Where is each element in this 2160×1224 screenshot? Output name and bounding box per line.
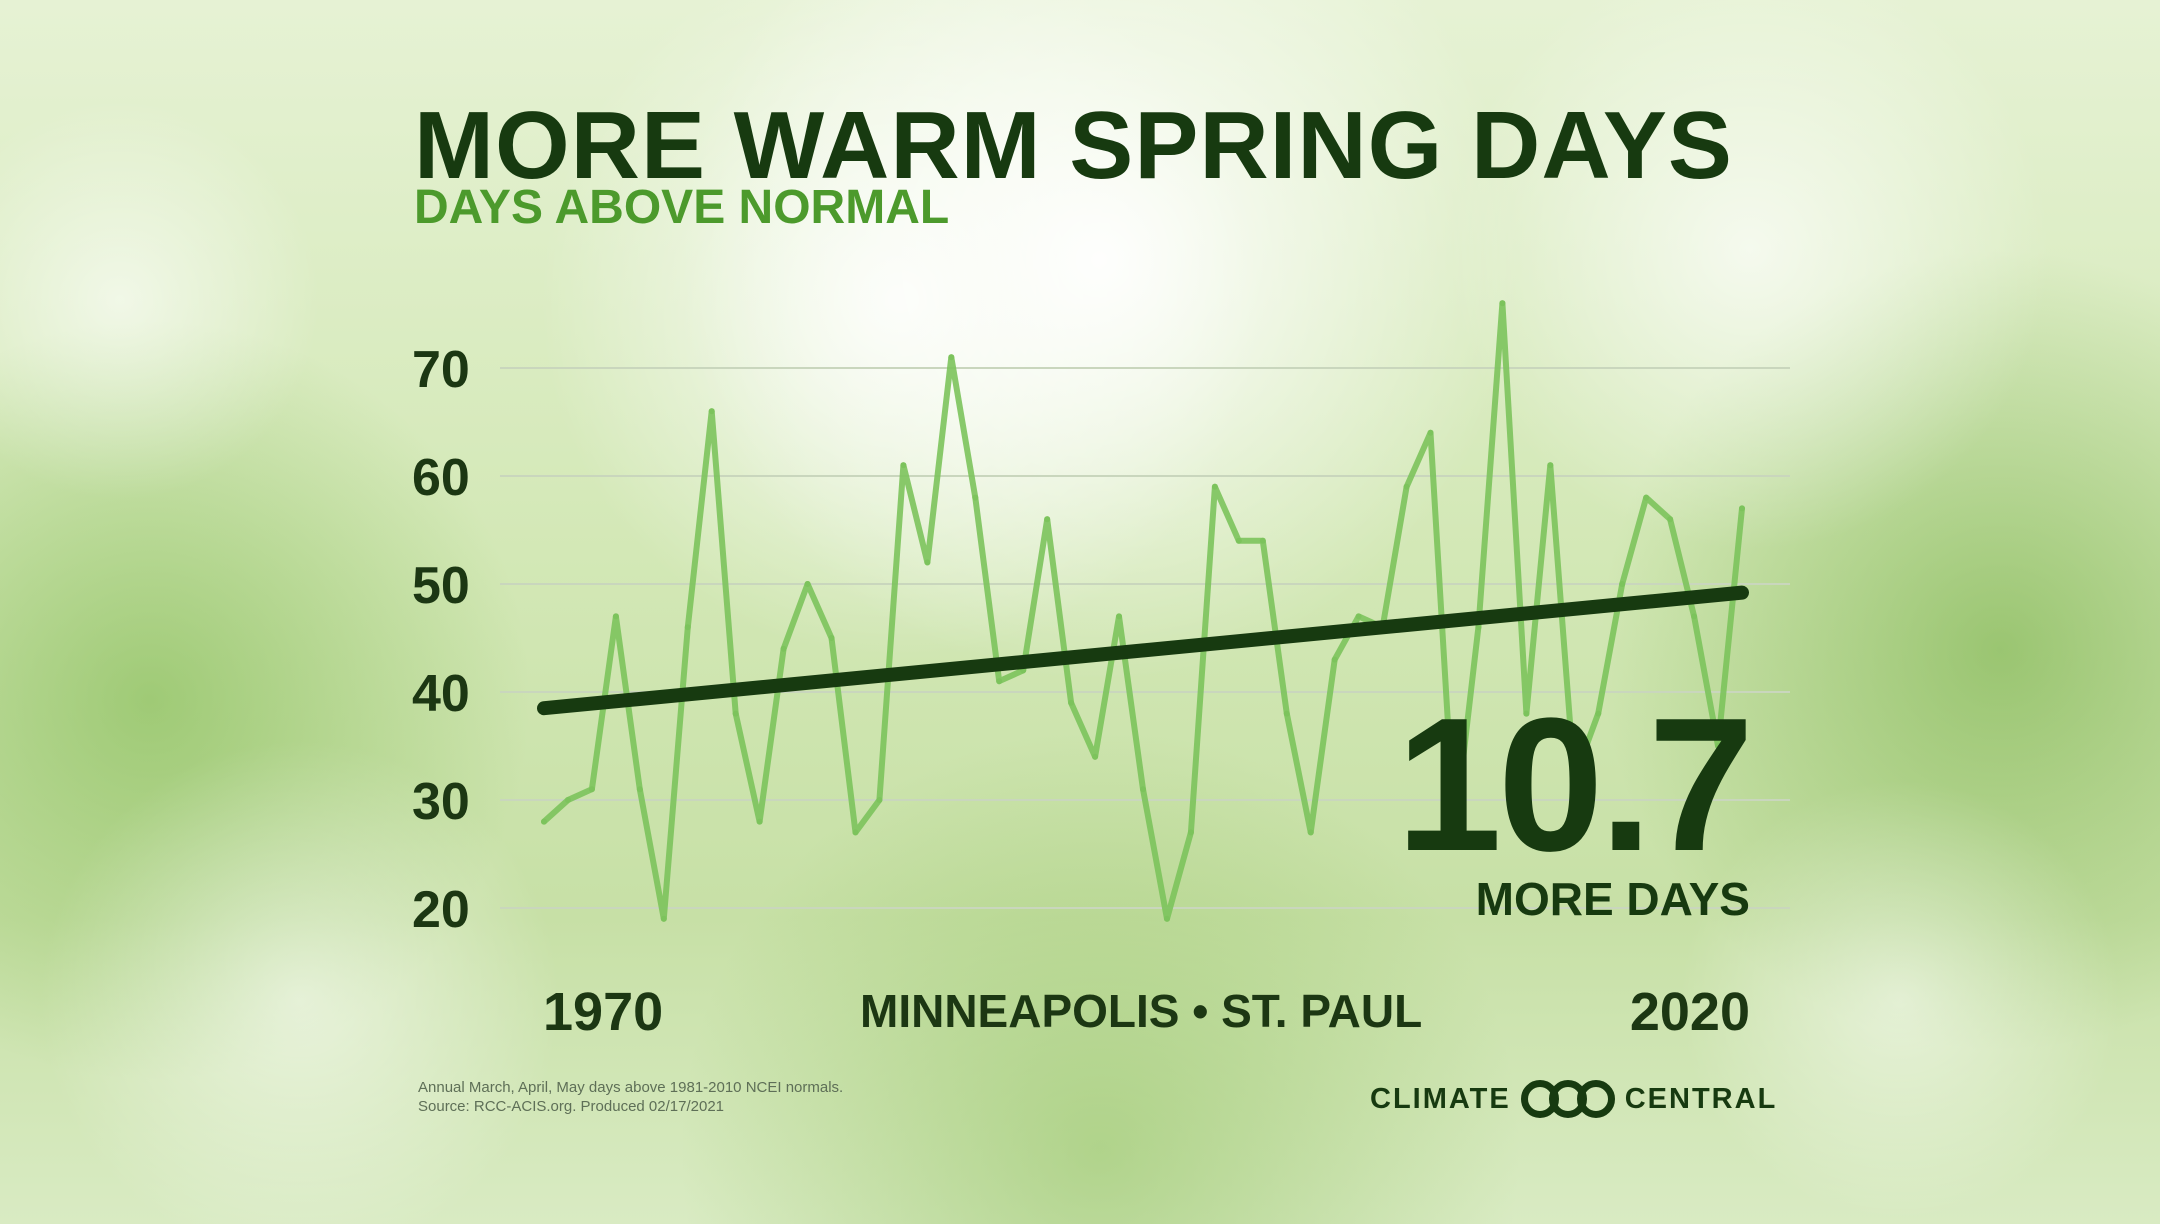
- data-point: [1643, 494, 1650, 501]
- data-point: [1044, 516, 1051, 523]
- data-point: [1140, 786, 1146, 793]
- x-tick-label: 2020: [1630, 982, 1750, 1042]
- data-point: [900, 462, 907, 469]
- x-tick-label: 1970: [543, 982, 663, 1042]
- data-point: [828, 635, 835, 641]
- data-point: [1211, 483, 1218, 490]
- data-point: [1187, 829, 1194, 836]
- y-tick-label: 40: [412, 665, 470, 723]
- data-point: [1307, 829, 1314, 836]
- data-point: [1667, 516, 1674, 523]
- footnote-methodology: Annual March, April, May days above 1981…: [418, 1079, 844, 1096]
- data-point: [1739, 505, 1745, 512]
- data-point: [1475, 624, 1482, 631]
- x-axis-tick-labels: 1970 2020: [543, 982, 1750, 1042]
- data-point: [1163, 915, 1170, 922]
- chart-title: MORE WARM SPRING DAYS: [414, 92, 1733, 199]
- chart-subtitle: DAYS ABOVE NORMAL: [414, 181, 950, 234]
- data-point: [1523, 710, 1530, 717]
- data-point: [1355, 613, 1362, 620]
- y-tick-label: 20: [412, 881, 470, 939]
- data-points: [541, 300, 1745, 922]
- logo-word-central: CENTRAL: [1624, 1082, 1778, 1115]
- data-point: [732, 710, 739, 717]
- data-point: [1116, 613, 1123, 620]
- y-tick-label: 70: [412, 341, 470, 399]
- data-point: [612, 613, 619, 620]
- footnote-source: Source: RCC-ACIS.org. Produced 02/17/202…: [418, 1098, 724, 1115]
- data-point: [804, 581, 811, 587]
- data-point: [1331, 656, 1338, 663]
- data-point: [924, 559, 931, 566]
- data-point: [948, 354, 955, 361]
- location-label: MINNEAPOLIS • ST. PAUL: [860, 985, 1423, 1037]
- data-point: [1259, 537, 1266, 544]
- data-point: [756, 818, 763, 825]
- data-point: [1283, 710, 1290, 717]
- data-point: [1571, 775, 1578, 782]
- data-point: [996, 678, 1003, 685]
- climate-central-logo: CLIMATE CENTRAL: [1370, 1080, 1777, 1118]
- data-point: [660, 915, 667, 922]
- data-point: [1499, 300, 1506, 307]
- data-point: [588, 786, 595, 793]
- data-point: [1427, 429, 1434, 436]
- logo-rings-icon: [1520, 1080, 1615, 1118]
- data-point: [1092, 753, 1099, 760]
- data-point: [1715, 743, 1722, 749]
- data-point: [564, 797, 571, 803]
- trend-increase-label: MORE DAYS: [1475, 873, 1750, 925]
- data-point: [1547, 462, 1554, 469]
- data-point: [636, 786, 643, 793]
- y-tick-label: 30: [412, 773, 470, 831]
- y-tick-label: 60: [412, 449, 470, 507]
- y-tick-label: 50: [412, 557, 470, 615]
- data-point: [541, 818, 547, 825]
- logo-word-climate: CLIMATE: [1370, 1082, 1511, 1115]
- data-point: [876, 797, 883, 803]
- data-point: [1235, 537, 1242, 544]
- data-point: [1619, 581, 1626, 587]
- data-point: [1691, 613, 1698, 620]
- data-point: [972, 494, 979, 501]
- data-point: [780, 645, 787, 652]
- trend-increase-value: 10.7: [1396, 679, 1754, 891]
- data-point: [852, 829, 859, 836]
- data-point: [1595, 710, 1602, 717]
- data-point: [708, 408, 715, 415]
- data-point: [1068, 699, 1075, 706]
- data-point: [684, 624, 691, 631]
- trend-line: [537, 585, 1749, 716]
- data-point: [1451, 829, 1458, 836]
- data-point: [1403, 483, 1410, 490]
- y-axis-tick-labels: 20 30 40 50 60 70: [412, 341, 470, 939]
